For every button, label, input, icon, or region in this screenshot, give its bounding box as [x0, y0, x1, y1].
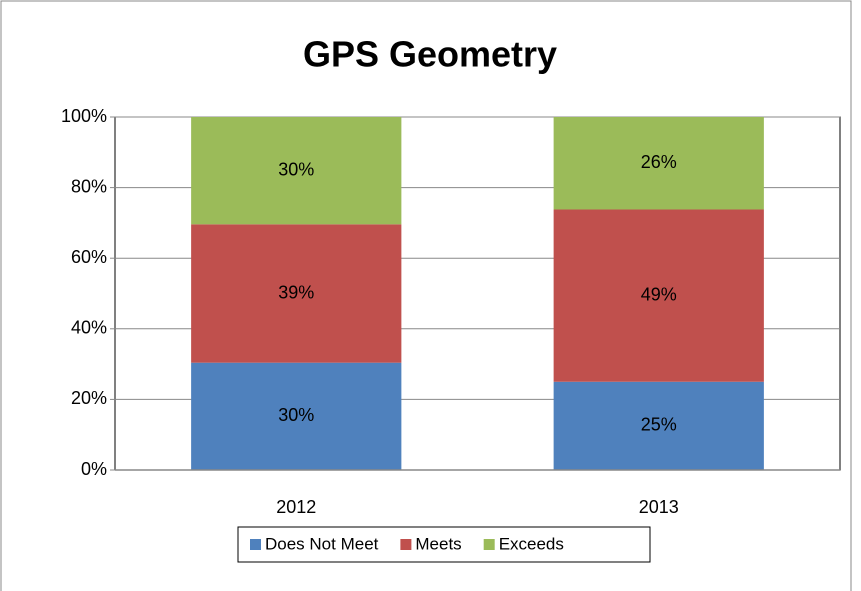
chart-title: GPS Geometry	[303, 34, 557, 75]
x-tick-label: 2012	[276, 497, 316, 517]
data-label: 30%	[278, 405, 314, 425]
legend-label: Meets	[415, 534, 461, 553]
bar-segment	[191, 362, 402, 470]
bar-segment	[553, 209, 764, 382]
legend-label: Does Not Meet	[265, 534, 379, 553]
data-label: 25%	[641, 415, 677, 435]
y-tick-label: 60%	[71, 247, 107, 267]
bar-segment	[191, 117, 402, 225]
x-tick-label: 2013	[639, 497, 679, 517]
bar-segment	[553, 117, 764, 210]
legend-swatch	[483, 539, 495, 550]
legend-swatch	[400, 539, 412, 550]
data-label: 30%	[278, 159, 314, 179]
y-tick-label: 100%	[61, 106, 107, 126]
data-label: 26%	[641, 152, 677, 172]
legend	[237, 526, 651, 563]
bar-segment	[553, 381, 764, 470]
y-tick-label: 20%	[71, 388, 107, 408]
y-tick-label: 80%	[71, 176, 107, 196]
legend-swatch	[250, 539, 261, 550]
y-tick-label: 40%	[71, 318, 107, 338]
y-tick-label: 0%	[81, 459, 107, 479]
data-label: 39%	[278, 282, 314, 302]
data-label: 49%	[641, 284, 677, 304]
bar-segment	[191, 224, 402, 363]
legend-label: Exceeds	[499, 534, 564, 553]
